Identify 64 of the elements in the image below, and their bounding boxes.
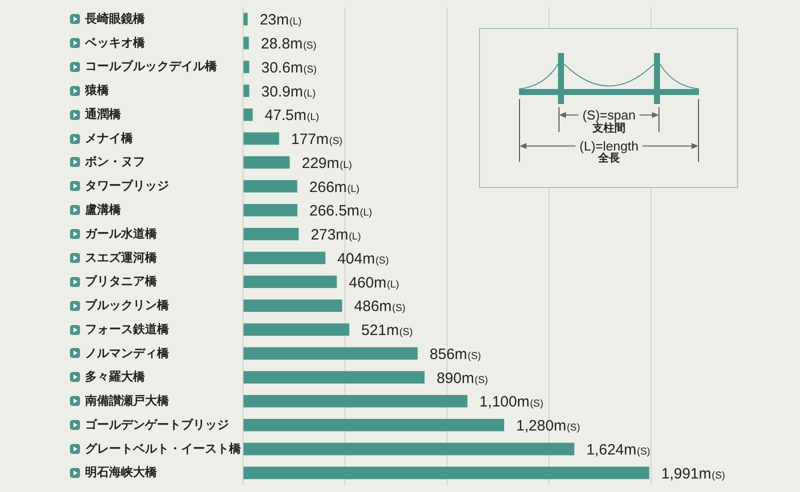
data-label: 460m(L) [348,274,400,292]
bar [244,371,425,384]
y-tick-label: ガール水道橋 [85,226,158,240]
data-label: 266m(L) [309,178,360,196]
y-tick-label: 多々羅大橋 [85,370,146,384]
data-label: 266.5m(L) [309,202,372,220]
bar [244,204,298,216]
annotation: 支柱間 [592,122,626,134]
bar [244,347,418,360]
y-tick-label: 南備讃瀬戸大橋 [84,394,170,408]
bar [244,132,280,145]
bar [244,12,248,26]
y-tick-label: 猿橋 [84,83,110,98]
data-label: 30.6m(S) [261,59,317,76]
y-tick-label: コールブルックデイル橋 [85,59,218,74]
data-label: 486m(S) [354,298,406,316]
data-label: 856m(S) [430,346,482,363]
annotation: 全長 [598,152,620,164]
y-tick-label: メナイ橋 [85,130,134,145]
annotation: (S)=span [582,108,636,122]
bar [244,60,250,74]
data-label: 404m(S) [337,250,389,268]
data-label: 890m(S) [436,370,488,387]
bar [244,395,468,408]
bar [244,36,249,50]
data-label: 229m(L) [302,154,352,172]
y-tick-label: スエズ運河橋 [85,250,158,264]
data-label: 1,991m(S) [661,465,726,482]
y-tick-label: ブルックリン橋 [85,298,170,312]
bar [244,418,504,432]
data-label: 1,100m(S) [479,394,544,411]
bar [244,442,574,456]
y-tick-label: ゴールデンゲートブリッジ [85,417,229,432]
data-label: 30.9m(L) [261,83,316,100]
bar [244,299,342,312]
data-label: 273m(L) [310,226,361,244]
bar [244,108,253,121]
data-label: 1,280m(S) [516,418,580,435]
y-tick-label: ボン・ヌフ [84,154,145,169]
data-label: 28.8m(S) [260,36,316,53]
y-tick-label: ブリタニア橋 [85,274,158,288]
bar [244,156,290,169]
bar [244,276,337,288]
bar [244,252,326,264]
y-tick-label: フォース鉄道橋 [85,322,170,336]
bar [244,180,298,193]
bar [244,228,299,240]
y-tick-label: 明石海峡大橋 [85,465,158,480]
y-tick-label: 通潤橋 [84,106,122,121]
data-label: 521m(S) [361,322,413,340]
y-tick-label: 盧溝橋 [84,202,122,216]
bar [244,466,650,480]
data-label: 23m(L) [260,12,302,29]
y-tick-label: グレートベルト・イースト橋 [85,441,242,456]
bar [244,84,250,97]
y-tick-label: 長崎眼鏡橋 [84,11,146,26]
data-label: 47.5m(L) [264,107,320,124]
y-tick-label: タワーブリッジ [85,178,169,193]
data-label: 1,624m(S) [586,441,650,458]
y-tick-label: ベッキオ橋 [84,35,146,50]
y-tick-label: ノルマンディ橋 [85,346,170,360]
bar [244,323,350,336]
data-label: 177m(S) [291,131,342,148]
annotation: (L)=length [580,138,638,154]
